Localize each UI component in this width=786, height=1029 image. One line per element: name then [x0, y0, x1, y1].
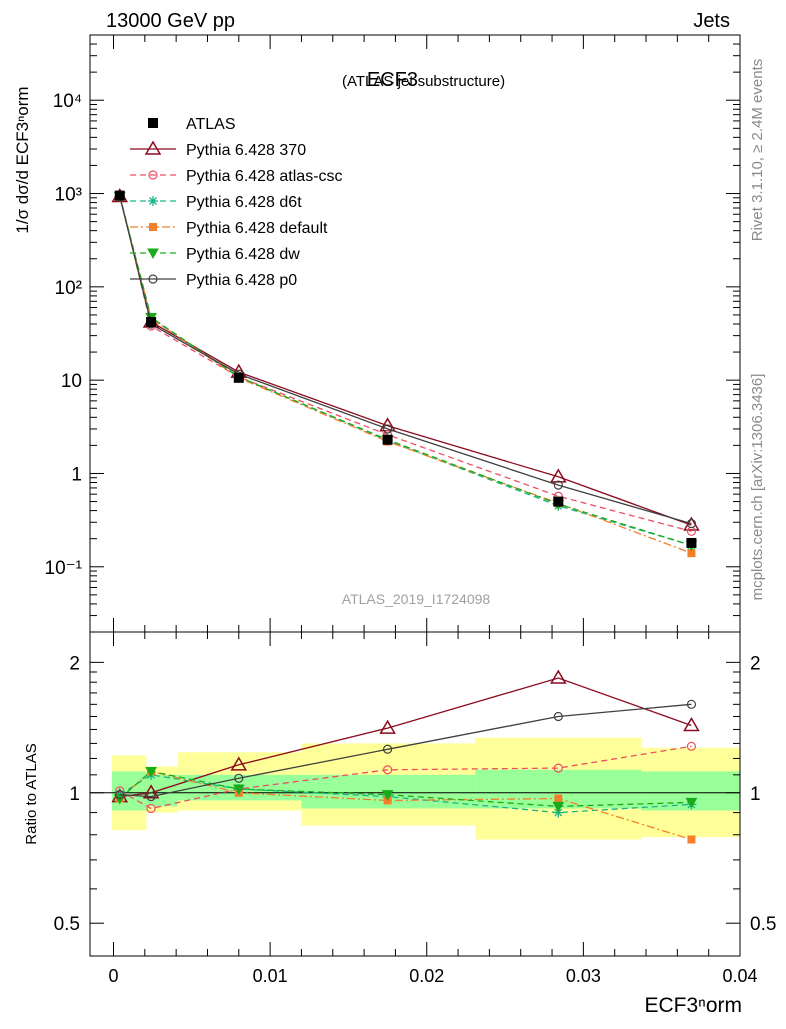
x-tick-label: 0.04: [722, 966, 757, 986]
data-point-3: [382, 434, 393, 445]
main-y-tick-label: 10⁻¹: [45, 558, 83, 579]
main-series-line-4: [119, 196, 692, 546]
ratio-series-point-1-3: [382, 765, 393, 775]
legend-label-5: Pythia 6.428 p0: [186, 272, 297, 289]
data-point-2: [233, 372, 244, 383]
main-data-layer: [114, 190, 697, 548]
chart-title: ECF3: [367, 69, 418, 91]
main-y-tick-label: 10³: [55, 185, 82, 206]
ratio-series-point-5-5: [686, 699, 697, 709]
legend-marker-data: [148, 118, 158, 128]
ratio-series-point-0-4: [550, 669, 567, 684]
ratio-series-point-4-3: [381, 790, 394, 801]
ratio-y-tick-label-left: 1: [69, 784, 80, 805]
x-tick-label: 0.02: [409, 966, 444, 986]
x-tick-label: 0: [108, 966, 118, 986]
ratio-series-point-0-5: [683, 716, 700, 732]
x-tick-label: 0.03: [566, 966, 601, 986]
main-series-line-5: [119, 195, 692, 525]
band-inner-1: [146, 774, 178, 807]
axis-ticks: [90, 34, 741, 956]
main-y-tick-label: 10: [61, 371, 82, 392]
ratio-series-point-5-4: [553, 711, 563, 722]
main-series-point-5-5: [686, 519, 697, 529]
ratio-uncertainty-bands: [111, 737, 740, 840]
ratio-y-axis-label: Ratio to ATLAS: [23, 743, 40, 844]
ratio-y-tick-label-left: 0.5: [54, 914, 80, 935]
header-right: Jets: [693, 10, 730, 32]
ratio-series-point-1-5: [686, 741, 697, 751]
legend-label-data: ATLAS: [186, 116, 236, 133]
legend-label-4: Pythia 6.428 dw: [186, 246, 300, 263]
legend-label-0: Pythia 6.428 370: [186, 142, 306, 159]
ratio-series-point-5-2: [234, 773, 244, 783]
data-point-5: [686, 537, 697, 548]
legend: ATLAS Pythia 6.428 370 Pythia 6.428 atlas-…: [130, 116, 343, 289]
data-point-4: [553, 496, 564, 507]
ratio-series-line-2: [119, 774, 692, 814]
legend-marker-5: [148, 274, 158, 284]
legend-label-3: Pythia 6.428 default: [186, 220, 328, 237]
main-series-point-5-4: [553, 480, 563, 490]
data-point-0: [114, 190, 125, 201]
ratio-series-point-5-3: [382, 744, 393, 754]
ratio-y-tick-label-left: 2: [69, 653, 80, 674]
watermark: ATLAS_2019_I1724098: [342, 591, 491, 607]
main-series-point-3-5: [687, 549, 696, 558]
ratio-series-line-5: [119, 703, 692, 798]
legend-marker-0: [144, 140, 162, 155]
ratio-series-point-3-4: [554, 794, 563, 803]
ratio-series-point-0-2: [230, 756, 248, 771]
legend-marker-2: [148, 196, 158, 206]
mcplots-label: mcplots.cern.ch [arXiv:1306.3436]: [749, 374, 766, 601]
ratio-series-point-4-2: [232, 784, 245, 796]
x-tick-label: 0.01: [253, 966, 288, 986]
legend-label-1: Pythia 6.428 atlas-csc: [186, 168, 343, 185]
legend-marker-1: [148, 170, 158, 180]
legend-label-2: Pythia 6.428 d6t: [186, 194, 302, 211]
ratio-series-point-1-1: [146, 803, 156, 814]
legend-marker-4: [147, 248, 159, 260]
ratio-series-point-0-3: [379, 719, 396, 734]
ratio-y-tick-label-right: 2: [750, 653, 761, 674]
x-axis-label: ECF3ⁿorm: [644, 994, 742, 1017]
axis-tick-labels: 0 0.01 0.02 0.03 0.04 10⁻¹ 1 10 10² 10³ 10⁴ 0.5 0.5 1…: [45, 91, 777, 986]
ratio-series-point-5-0: [115, 790, 125, 800]
ratio-series-point-2-4: [553, 807, 564, 818]
axis-frames: [89, 34, 741, 957]
main-y-tick-label: 10⁴: [53, 91, 82, 112]
main-y-axis-label: 1/σ dσ/d ECF3ⁿorm: [13, 86, 32, 233]
legend-marker-3: [149, 223, 157, 231]
ratio-y-tick-label-right: 1: [750, 784, 761, 805]
ratio-series-line-1: [119, 745, 692, 810]
ratio-series-point-3-5: [687, 835, 696, 844]
main-series-point-5-3: [382, 424, 393, 434]
chart-subtitle: (ATLAS jet substructure): [342, 73, 505, 90]
main-series-layer: [111, 187, 700, 558]
main-series-line-3: [119, 195, 692, 554]
main-y-tick-label: 10²: [55, 278, 82, 299]
rivet-label: Rivet 3.1.10, ≥ 2.4M events: [749, 59, 766, 242]
ratio-series-line-4: [119, 770, 692, 808]
ratio-series-point-4-1: [145, 766, 157, 778]
ratio-series-layer: [111, 669, 700, 844]
ratio-frame: [89, 631, 741, 957]
main-y-tick-label: 1: [71, 464, 82, 485]
ratio-y-tick-label-right: 0.5: [750, 914, 776, 935]
data-point-1: [146, 316, 157, 327]
ratio-series-point-4-4: [552, 801, 565, 813]
ratio-series-point-4-5: [685, 797, 698, 809]
main-series-point-1-5: [686, 526, 697, 536]
ratio-series-point-5-1: [146, 791, 156, 802]
header-left: 13000 GeV pp: [106, 10, 235, 32]
main-series-point-0-4: [550, 468, 567, 483]
ratio-series-point-1-4: [553, 763, 563, 773]
ratio-series-point-0-1: [142, 784, 160, 799]
